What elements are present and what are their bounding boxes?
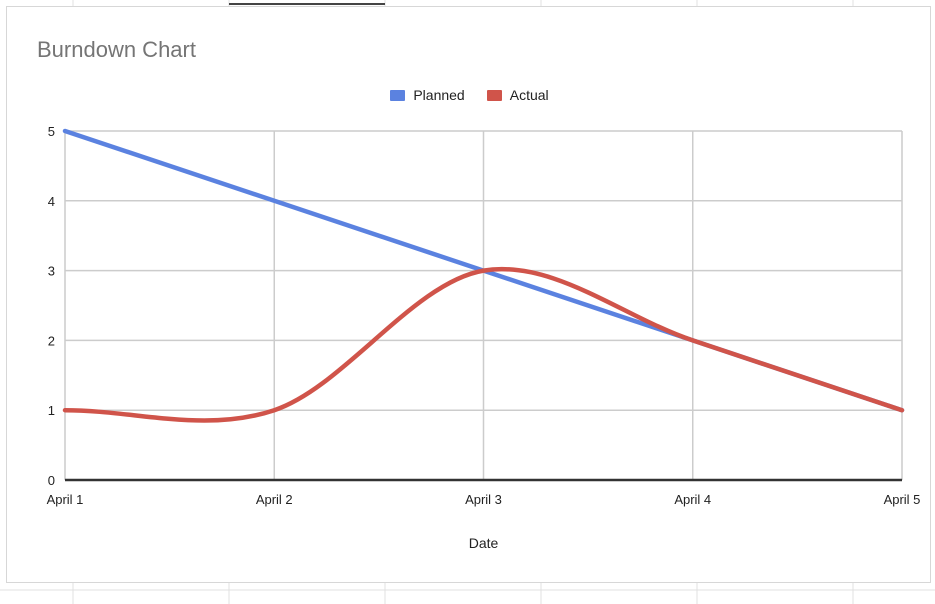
x-tick-label: April 4 (674, 492, 711, 507)
y-tick-label: 0 (48, 473, 55, 488)
x-tick-label: April 2 (256, 492, 293, 507)
legend-item-planned[interactable]: Planned (390, 87, 465, 103)
chart-container[interactable]: Burndown Chart Planned Actual 0 1 2 3 4 5 Apri… (6, 6, 931, 583)
series-line-actual (62, 266, 905, 423)
y-tick-label: 5 (48, 124, 55, 139)
y-tick-label: 1 (48, 403, 55, 418)
chart-legend: Planned Actual (7, 87, 932, 103)
legend-item-actual[interactable]: Actual (486, 87, 549, 103)
x-tick-label: April 5 (884, 492, 921, 507)
legend-swatch-actual (486, 89, 502, 101)
x-tick-label: April 3 (465, 492, 502, 507)
y-tick-label: 2 (48, 333, 55, 348)
x-tick-label: April 1 (47, 492, 84, 507)
chart-plot: 0 1 2 3 4 5 April 1 April 2 April 3 April 4 April … (47, 124, 921, 551)
legend-label-actual: Actual (509, 87, 549, 103)
x-axis-title: Date (469, 535, 499, 551)
legend-swatch-planned (390, 89, 406, 101)
chart-title: Burndown Chart (37, 37, 196, 62)
y-tick-label: 4 (48, 194, 55, 209)
legend-label-planned: Planned (413, 87, 465, 103)
y-tick-label: 3 (48, 264, 55, 279)
